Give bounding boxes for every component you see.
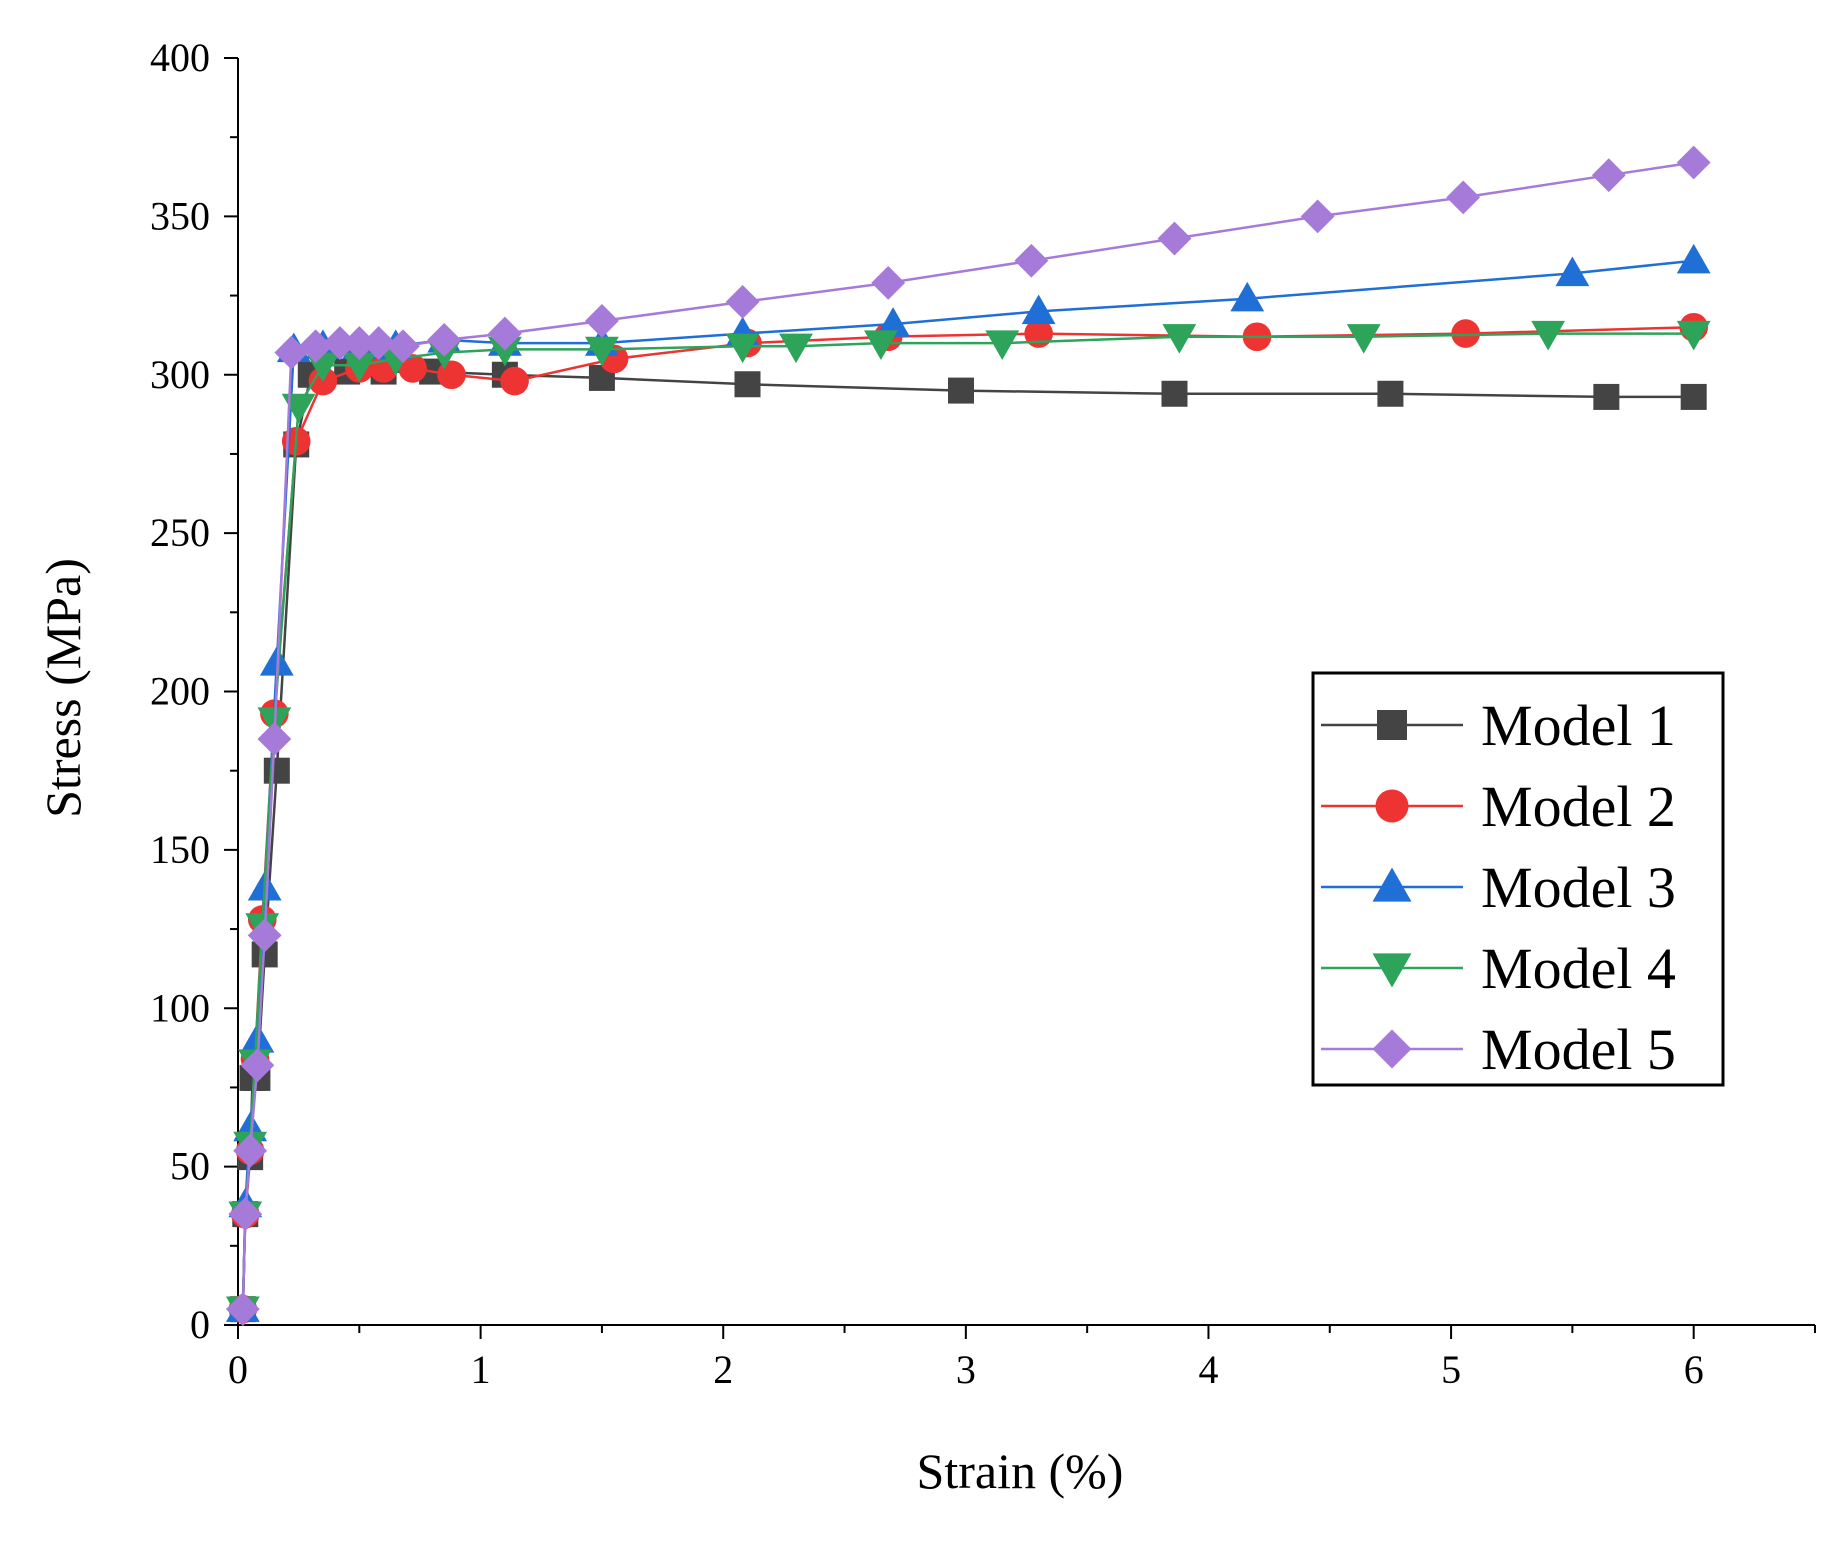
data-point [274, 335, 309, 370]
data-point [500, 366, 529, 396]
data-point [263, 757, 290, 784]
x-tick-label: 3 [956, 1347, 976, 1392]
series-layer [225, 145, 1711, 1327]
x-tick-label: 4 [1198, 1347, 1218, 1392]
data-point [1676, 145, 1711, 180]
data-point [1021, 294, 1056, 325]
legend-label: Model 4 [1481, 936, 1676, 1001]
data-point [257, 722, 292, 756]
legend-marker [1372, 867, 1412, 902]
legend-item: Model 3 [1321, 855, 1676, 920]
data-point [247, 918, 282, 953]
data-point [725, 284, 760, 319]
data-point [1676, 243, 1711, 274]
y-tick-label: 300 [150, 352, 210, 397]
data-point [734, 371, 761, 398]
legend-label: Model 5 [1481, 1017, 1676, 1082]
data-point [1451, 319, 1480, 348]
y-tick-label: 400 [150, 35, 210, 80]
data-point [233, 1133, 268, 1168]
data-point [779, 333, 813, 364]
legend-marker [1375, 789, 1409, 823]
data-point [398, 354, 427, 383]
data-point [427, 323, 462, 357]
data-point [437, 360, 466, 390]
data-point [386, 329, 420, 364]
data-point [361, 326, 396, 360]
data-point [1531, 320, 1566, 351]
series-5 [225, 145, 1711, 1327]
legend-marker [1372, 1029, 1412, 1069]
x-tick-label: 6 [1684, 1347, 1704, 1392]
data-point [1161, 380, 1188, 407]
data-point [1230, 281, 1265, 312]
y-tick-label: 350 [150, 193, 210, 238]
data-point [1014, 243, 1049, 278]
y-tick-label: 100 [150, 985, 210, 1030]
y-tick-label: 0 [190, 1302, 210, 1347]
data-point [947, 377, 974, 404]
legend-item: Model 2 [1321, 774, 1676, 839]
data-point [240, 1048, 275, 1083]
legend-box [1311, 671, 1725, 1087]
legend: Model 1 Model 2 Model 3 Model 4 Model 5 [1311, 671, 1725, 1087]
data-point [225, 1292, 260, 1327]
data-point [1346, 324, 1381, 354]
data-point [1591, 158, 1626, 193]
x-tick-label: 2 [713, 1347, 733, 1392]
x-tick-label: 5 [1441, 1347, 1461, 1392]
axes: 0 50 100 150 200 250 300 350 400 0 1 2 3 4 5 6 [150, 35, 1816, 1392]
data-point [298, 329, 333, 364]
data-point [1157, 221, 1192, 256]
data-point [876, 307, 910, 337]
data-point [228, 1197, 263, 1232]
data-point [342, 352, 377, 383]
y-axis-title: Stress (MPa) [35, 558, 91, 818]
y-tick-label: 250 [150, 510, 210, 555]
data-point [1446, 180, 1481, 215]
data-point [864, 330, 898, 360]
data-point [342, 326, 377, 360]
legend-label: Model 1 [1481, 693, 1676, 758]
legend-marker [1377, 710, 1407, 740]
legend-marker [1372, 953, 1412, 988]
data-point [322, 326, 357, 360]
data-point [985, 330, 1020, 360]
x-axis-title: Strain (%) [917, 1443, 1124, 1499]
data-point [1680, 383, 1707, 410]
legend-item: Model 4 [1321, 936, 1676, 1001]
data-point [1593, 383, 1620, 410]
data-point [1162, 324, 1197, 354]
data-point [1555, 256, 1590, 287]
data-point [487, 316, 522, 351]
legend-label: Model 2 [1481, 774, 1676, 839]
y-tick-label: 150 [150, 827, 210, 872]
legend-item: Model 1 [1321, 693, 1676, 758]
y-tick-label: 50 [170, 1144, 210, 1189]
data-point [1300, 199, 1335, 234]
x-tick-label: 0 [228, 1347, 248, 1392]
legend-item: Model 5 [1321, 1017, 1676, 1082]
data-point [585, 336, 619, 367]
data-point [725, 333, 760, 364]
data-point [585, 304, 619, 338]
data-point [1377, 380, 1404, 407]
data-point [1676, 320, 1711, 351]
y-tick-label: 200 [150, 669, 210, 714]
data-point [871, 265, 906, 300]
legend-label: Model 3 [1481, 855, 1676, 920]
data-point [487, 336, 522, 367]
x-tick-label: 1 [471, 1347, 491, 1392]
